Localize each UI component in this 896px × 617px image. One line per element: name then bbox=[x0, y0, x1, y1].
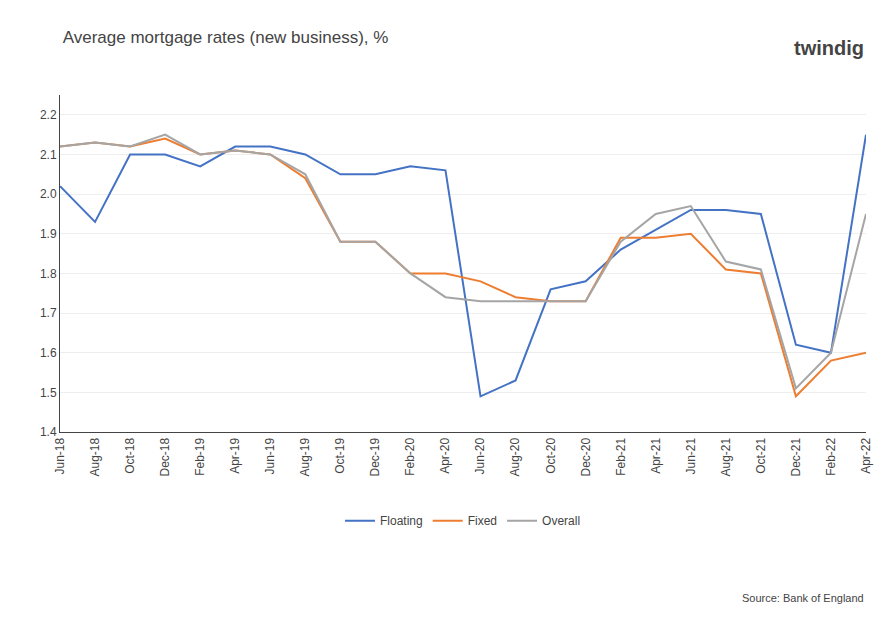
svg-text:Feb-21: Feb-21 bbox=[614, 437, 628, 475]
svg-text:1.7: 1.7 bbox=[40, 306, 57, 320]
svg-text:Aug-18: Aug-18 bbox=[88, 437, 102, 476]
svg-text:1.6: 1.6 bbox=[40, 346, 57, 360]
svg-text:Oct-20: Oct-20 bbox=[544, 437, 558, 473]
svg-text:Aug-19: Aug-19 bbox=[298, 437, 312, 476]
svg-text:Dec-21: Dec-21 bbox=[789, 437, 803, 476]
svg-text:1.9: 1.9 bbox=[40, 227, 57, 241]
svg-text:Source: Bank of England: Source: Bank of England bbox=[742, 592, 864, 604]
svg-text:Apr-20: Apr-20 bbox=[438, 437, 452, 473]
svg-text:Aug-21: Aug-21 bbox=[719, 437, 733, 476]
svg-text:Apr-19: Apr-19 bbox=[228, 437, 242, 473]
svg-text:2.2: 2.2 bbox=[40, 108, 57, 122]
svg-text:Oct-19: Oct-19 bbox=[333, 437, 347, 473]
svg-text:Feb-19: Feb-19 bbox=[193, 437, 207, 475]
svg-text:Jun-21: Jun-21 bbox=[684, 437, 698, 474]
svg-text:Oct-21: Oct-21 bbox=[754, 437, 768, 473]
svg-text:Apr-21: Apr-21 bbox=[649, 437, 663, 473]
svg-text:Aug-20: Aug-20 bbox=[508, 437, 522, 476]
svg-text:Floating: Floating bbox=[380, 514, 423, 528]
svg-text:Dec-19: Dec-19 bbox=[368, 437, 382, 476]
svg-text:Feb-22: Feb-22 bbox=[824, 437, 838, 475]
svg-text:2.1: 2.1 bbox=[40, 148, 57, 162]
svg-text:Jun-20: Jun-20 bbox=[473, 437, 487, 474]
svg-text:Overall: Overall bbox=[542, 514, 580, 528]
svg-text:Oct-18: Oct-18 bbox=[123, 437, 137, 473]
svg-text:Apr-22: Apr-22 bbox=[859, 437, 873, 473]
svg-text:1.5: 1.5 bbox=[40, 386, 57, 400]
svg-text:2.0: 2.0 bbox=[40, 187, 57, 201]
svg-text:1.8: 1.8 bbox=[40, 267, 57, 281]
svg-text:Average mortgage rates (new bu: Average mortgage rates (new business), % bbox=[63, 28, 389, 47]
svg-text:Fixed: Fixed bbox=[468, 514, 497, 528]
svg-text:Dec-20: Dec-20 bbox=[579, 437, 593, 476]
svg-text:Jun-19: Jun-19 bbox=[263, 437, 277, 474]
svg-text:twindig: twindig bbox=[794, 37, 864, 59]
svg-text:Dec-18: Dec-18 bbox=[158, 437, 172, 476]
svg-text:Jun-18: Jun-18 bbox=[53, 437, 67, 474]
svg-text:1.4: 1.4 bbox=[40, 425, 57, 439]
svg-text:Feb-20: Feb-20 bbox=[403, 437, 417, 475]
